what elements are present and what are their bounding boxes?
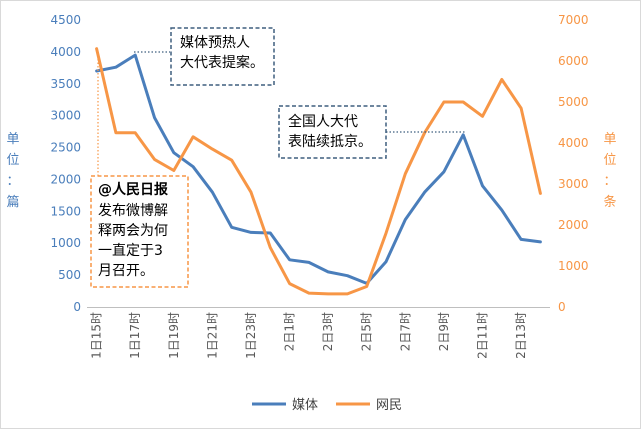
y-left-tick-label: 2500 bbox=[50, 141, 81, 155]
x-tick-label: 1日19时 bbox=[167, 312, 181, 359]
annotation-box bbox=[90, 175, 189, 288]
y-right-tick-label: 5000 bbox=[558, 95, 589, 109]
x-tick-label: 2日3时 bbox=[321, 312, 335, 351]
y-right-axis-title: 单位：条 bbox=[603, 132, 616, 210]
y-right-tick-label: 0 bbox=[558, 300, 566, 314]
series-line-media bbox=[95, 53, 542, 285]
x-tick-label: 2日7时 bbox=[398, 312, 412, 351]
x-tick-label: 1日21时 bbox=[205, 312, 219, 359]
y-right-tick-label: 4000 bbox=[558, 136, 589, 150]
annotation-text: 一直定于3 bbox=[98, 242, 163, 259]
y-left-tick-label: 500 bbox=[58, 268, 81, 282]
y-left-tick-label: 0 bbox=[73, 300, 81, 314]
x-tick-label: 2日5时 bbox=[360, 312, 374, 351]
y-left-tick-label: 3500 bbox=[50, 77, 81, 91]
legend-label: 网民 bbox=[376, 398, 402, 413]
annotation-box bbox=[170, 27, 275, 86]
annotation-text: 大代表提案。 bbox=[180, 54, 264, 71]
y-right-tick-label: 6000 bbox=[558, 54, 589, 68]
x-tick-label: 1日23时 bbox=[244, 312, 258, 359]
x-tick-label: 2日9时 bbox=[437, 312, 451, 351]
x-tick-label: 2日13时 bbox=[514, 312, 528, 359]
x-tick-label: 2日11时 bbox=[475, 312, 489, 359]
y-right-tick-label: 7000 bbox=[558, 13, 589, 27]
y-left-tick-label: 4000 bbox=[50, 45, 81, 59]
x-tick-label: 1日17时 bbox=[128, 312, 142, 359]
y-left-tick-label: 3000 bbox=[50, 109, 81, 123]
y-left-tick-label: 1000 bbox=[50, 236, 81, 250]
y-left-tick-label: 4500 bbox=[50, 13, 81, 27]
x-tick-label: 2日1时 bbox=[283, 312, 297, 351]
y-left-tick-label: 2000 bbox=[50, 172, 81, 186]
y-left-tick-label: 1500 bbox=[50, 204, 81, 218]
annotation-text: 表陆续抵京。 bbox=[288, 133, 372, 150]
annotation-text: 月召开。 bbox=[98, 263, 154, 279]
annotation-text: 媒体预热人 bbox=[180, 35, 250, 51]
y-right-tick-label: 1000 bbox=[558, 259, 589, 273]
annotation-text: 发布微博解 bbox=[98, 202, 168, 219]
y-left-axis-title: 单位：篇 bbox=[6, 132, 19, 210]
y-right-tick-label: 3000 bbox=[558, 177, 589, 191]
x-tick-label: 1日15时 bbox=[90, 312, 104, 359]
annotation-text: 全国人大代 bbox=[288, 113, 358, 130]
series-line-netizens bbox=[95, 47, 542, 296]
legend-label: 媒体 bbox=[292, 398, 318, 413]
y-right-tick-label: 2000 bbox=[558, 218, 589, 232]
annotation-box bbox=[278, 105, 387, 159]
annotation-title: @人民日报 bbox=[98, 181, 168, 198]
annotation-text: 释两会为何 bbox=[98, 223, 168, 239]
